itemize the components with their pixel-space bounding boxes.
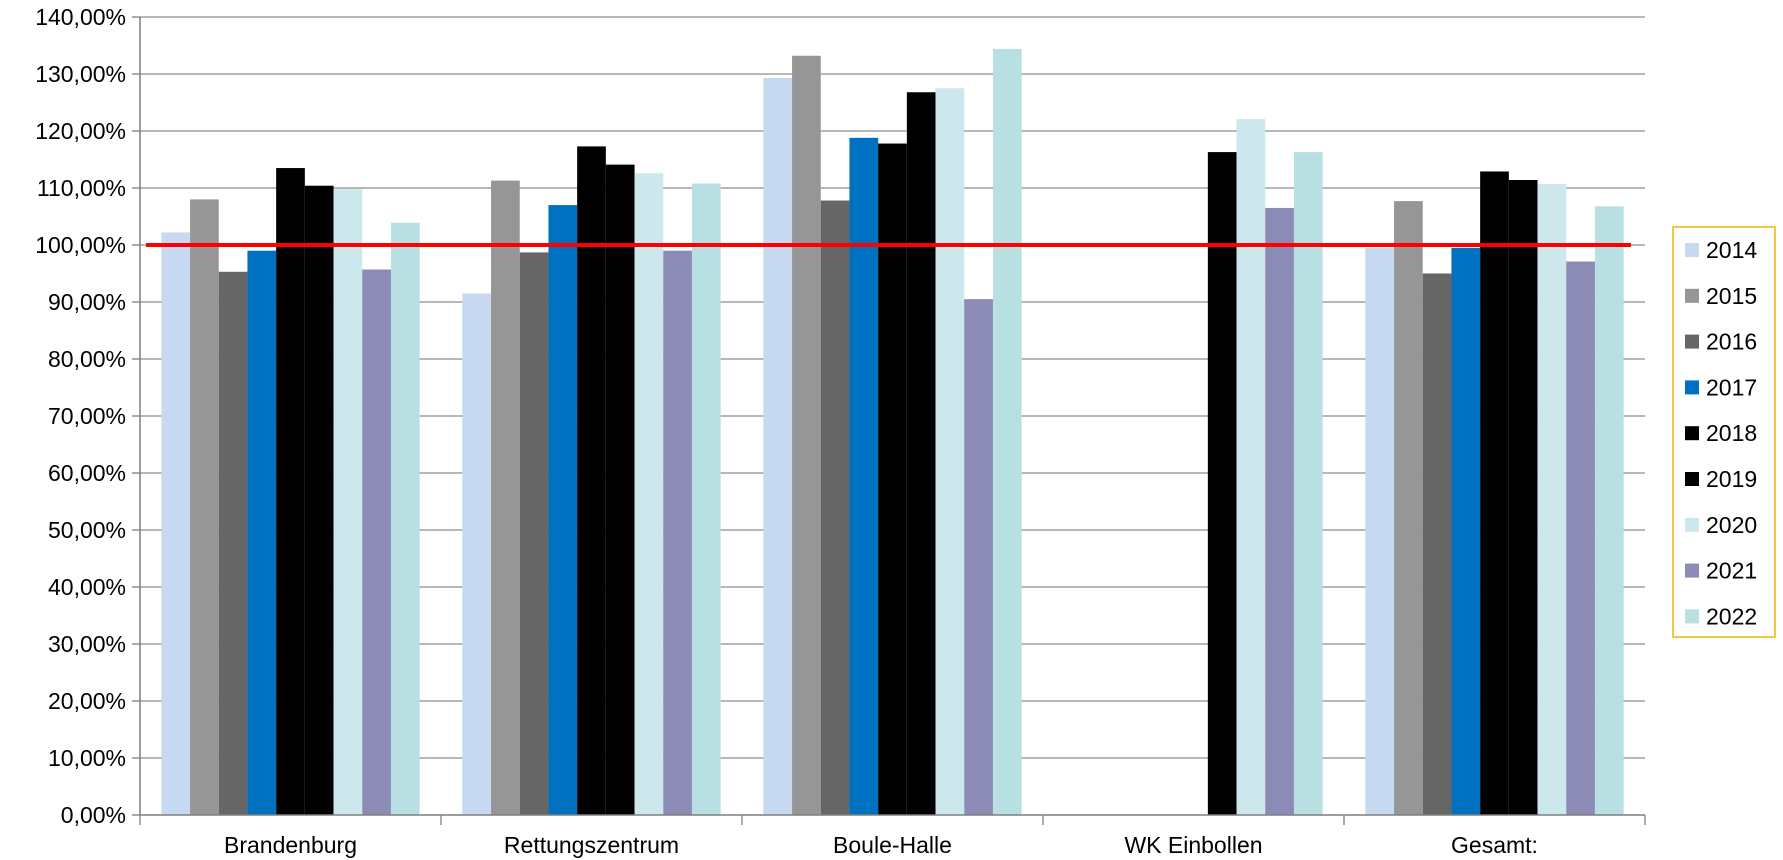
x-category-label: WK Einbollen	[1124, 832, 1262, 858]
bar-2017-4	[1451, 247, 1481, 816]
legend-swatch-2021	[1685, 563, 1699, 578]
legend-label-2022: 2022	[1706, 603, 1757, 629]
legend-swatch-2017	[1685, 380, 1699, 395]
legend-swatch-2019	[1685, 472, 1699, 486]
bar-2022-3	[1293, 152, 1323, 816]
y-tick-label: 60,00%	[48, 460, 126, 486]
bar-2019-2	[906, 92, 936, 816]
y-tick-label: 40,00%	[48, 574, 126, 600]
bar-2015-2	[792, 55, 821, 815]
bar-2018-0	[276, 168, 305, 816]
legend-swatch-2015	[1685, 288, 1699, 303]
bar-2014-2	[763, 77, 793, 816]
bar-2021-1	[663, 250, 692, 815]
bar-2015-1	[491, 180, 520, 816]
legend-swatch-2018	[1685, 426, 1699, 441]
bar-2021-2	[964, 299, 993, 815]
bar-2022-2	[992, 48, 1022, 816]
bar-2016-4	[1422, 273, 1452, 815]
bar-2016-0	[218, 271, 248, 815]
legend-label-2014: 2014	[1706, 237, 1757, 263]
y-tick-label: 70,00%	[48, 403, 126, 429]
legend-swatch-2020	[1685, 517, 1699, 532]
y-tick-label: 100,00%	[35, 232, 126, 258]
legend-label-2021: 2021	[1706, 558, 1757, 584]
bar-2017-2	[849, 137, 879, 816]
x-category-label: Gesamt:	[1451, 832, 1538, 858]
x-category-labels: Brandenburg Rettungszentrum Boule-Halle WK …	[224, 832, 1538, 858]
bar-2018-4	[1480, 171, 1509, 816]
y-tick-label: 0,00%	[61, 802, 126, 828]
y-tick-label: 120,00%	[35, 118, 126, 144]
y-tick-label: 90,00%	[48, 289, 126, 315]
bar-2017-1	[548, 205, 578, 816]
y-tick-label: 130,00%	[35, 61, 126, 87]
legend-label-2015: 2015	[1706, 283, 1757, 309]
bar-2019-1	[605, 164, 635, 815]
y-tick-label: 110,00%	[37, 175, 126, 201]
x-category-label: Boule-Halle	[833, 832, 952, 858]
bar-2021-0	[362, 269, 391, 815]
bar-2022-0	[390, 222, 420, 815]
bar-2022-4	[1594, 206, 1624, 816]
y-tick-label: 80,00%	[48, 346, 126, 372]
legend-label-2018: 2018	[1706, 420, 1757, 446]
x-category-label: Rettungszentrum	[504, 832, 679, 858]
legend: 2014 2015 2016 2017 2018 2019 2020 2021 2022	[1672, 226, 1776, 638]
y-tick-label: 50,00%	[48, 517, 126, 543]
bar-2018-1	[577, 146, 606, 815]
bar-2014-4	[1365, 247, 1395, 816]
y-tick-labels: 0,00% 10,00% 20,00% 30,00% 40,00% 50,00% 60,00…	[35, 4, 126, 828]
bar-2017-0	[247, 250, 277, 815]
bar-2020-2	[935, 88, 965, 815]
legend-label-2020: 2020	[1706, 512, 1757, 538]
bar-2014-1	[462, 293, 492, 815]
bar-2020-4	[1537, 184, 1567, 815]
bar-2018-2	[878, 143, 907, 816]
bar-2021-4	[1566, 261, 1595, 815]
legend-swatch-2016	[1685, 334, 1699, 349]
bar-2020-0	[333, 189, 363, 815]
bar-2021-3	[1265, 207, 1294, 815]
bar-2022-1	[691, 183, 721, 815]
legend-label-2017: 2017	[1706, 374, 1757, 400]
y-tick-label: 30,00%	[48, 631, 126, 657]
y-tick-label: 10,00%	[48, 745, 126, 771]
bar-2015-4	[1394, 201, 1423, 816]
bar-2016-2	[820, 200, 850, 816]
bar-2015-0	[190, 199, 219, 815]
bar-2014-0	[161, 232, 191, 815]
x-category-label: Brandenburg	[224, 832, 357, 858]
y-tick-label: 20,00%	[48, 688, 126, 714]
bar-2019-4	[1508, 180, 1538, 815]
bar-2016-1	[519, 252, 549, 815]
legend-label-2016: 2016	[1706, 329, 1757, 355]
bars	[161, 48, 1624, 816]
legend-swatch-2014	[1685, 243, 1699, 257]
bar-2020-3	[1236, 119, 1266, 815]
legend-label-2019: 2019	[1706, 466, 1757, 492]
bar-2019-3	[1207, 152, 1237, 816]
bar-2020-1	[634, 173, 664, 815]
legend-swatch-2022	[1685, 609, 1699, 624]
axes	[139, 17, 1645, 816]
bar-2019-0	[304, 185, 334, 816]
y-tick-label: 140,00%	[35, 4, 126, 30]
